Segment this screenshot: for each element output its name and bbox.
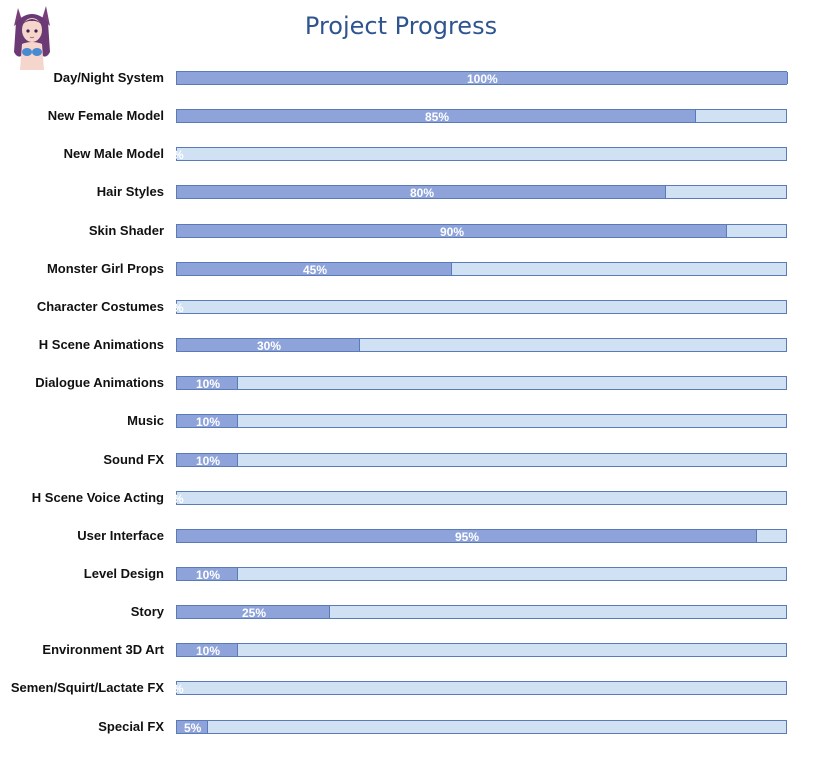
category-label: Environment 3D Art: [42, 642, 164, 657]
category-label: Sound FX: [103, 452, 164, 467]
category-label: Day/Night System: [53, 70, 164, 85]
progress-bar: [177, 186, 666, 198]
value-label: %: [173, 301, 184, 315]
anime-character-avatar-icon: [10, 2, 56, 70]
progress-track: 5%: [176, 720, 787, 735]
progress-track: 10%: [176, 567, 787, 582]
progress-bar: [177, 454, 238, 466]
value-label: 95%: [455, 530, 480, 544]
progress-bar: [177, 339, 360, 351]
value-label: 25%: [242, 606, 267, 620]
progress-bar: [177, 263, 452, 275]
category-label: Character Costumes: [36, 299, 164, 314]
value-label: 5%: [184, 721, 202, 735]
progress-bar: [177, 568, 238, 580]
progress-track: 90%: [176, 224, 787, 239]
category-label: Special FX: [98, 719, 164, 734]
category-label: Dialogue Animations: [35, 375, 164, 390]
progress-bar: [177, 644, 238, 656]
category-label: H Scene Voice Acting: [31, 490, 164, 505]
value-label: %: [173, 148, 184, 162]
progress-track: %: [173, 681, 787, 696]
progress-bar: [177, 377, 238, 389]
category-label: User Interface: [77, 528, 164, 543]
progress-bar: [177, 72, 788, 84]
value-label: 10%: [196, 568, 221, 582]
value-label: 85%: [425, 110, 450, 124]
value-label: 10%: [196, 454, 221, 468]
progress-bar: [177, 606, 330, 618]
progress-track: %: [173, 147, 787, 162]
progress-track: 10%: [176, 643, 787, 658]
progress-track: 10%: [176, 414, 787, 429]
category-label: Hair Styles: [96, 184, 164, 199]
progress-track: 30%: [176, 338, 787, 353]
progress-track: 45%: [176, 262, 787, 277]
category-label: New Female Model: [47, 108, 164, 123]
progress-bar: [177, 110, 696, 122]
progress-bar: [177, 721, 208, 733]
value-label: 90%: [440, 225, 465, 239]
category-label: Semen/Squirt/Lactate FX: [10, 680, 164, 695]
progress-track: 10%: [176, 453, 787, 468]
category-label: New Male Model: [63, 146, 164, 161]
value-label: 10%: [196, 415, 221, 429]
progress-track: 85%: [176, 109, 787, 124]
value-label: 80%: [410, 186, 435, 200]
value-label: 100%: [467, 72, 498, 86]
category-label: H Scene Animations: [38, 337, 164, 352]
category-label: Story: [130, 604, 164, 619]
chart-title: Project Progress: [304, 12, 498, 40]
category-label: Monster Girl Props: [46, 261, 164, 276]
value-label: 10%: [196, 377, 221, 391]
progress-track: 80%: [176, 185, 787, 200]
value-label: %: [173, 682, 184, 696]
progress-track: 25%: [176, 605, 787, 620]
value-label: 30%: [257, 339, 282, 353]
progress-track: 100%: [176, 71, 788, 86]
value-label: 10%: [196, 644, 221, 658]
value-label: 45%: [303, 263, 328, 277]
progress-bar: [177, 530, 757, 542]
category-label: Skin Shader: [88, 223, 164, 238]
category-label: Music: [127, 413, 164, 428]
progress-track: 10%: [176, 376, 787, 391]
progress-track: %: [173, 300, 787, 315]
progress-bar: [177, 225, 727, 237]
progress-track: 95%: [176, 529, 787, 544]
progress-track: %: [173, 491, 787, 506]
value-label: %: [173, 492, 184, 506]
category-label: Level Design: [83, 566, 164, 581]
progress-bar: [177, 415, 238, 427]
